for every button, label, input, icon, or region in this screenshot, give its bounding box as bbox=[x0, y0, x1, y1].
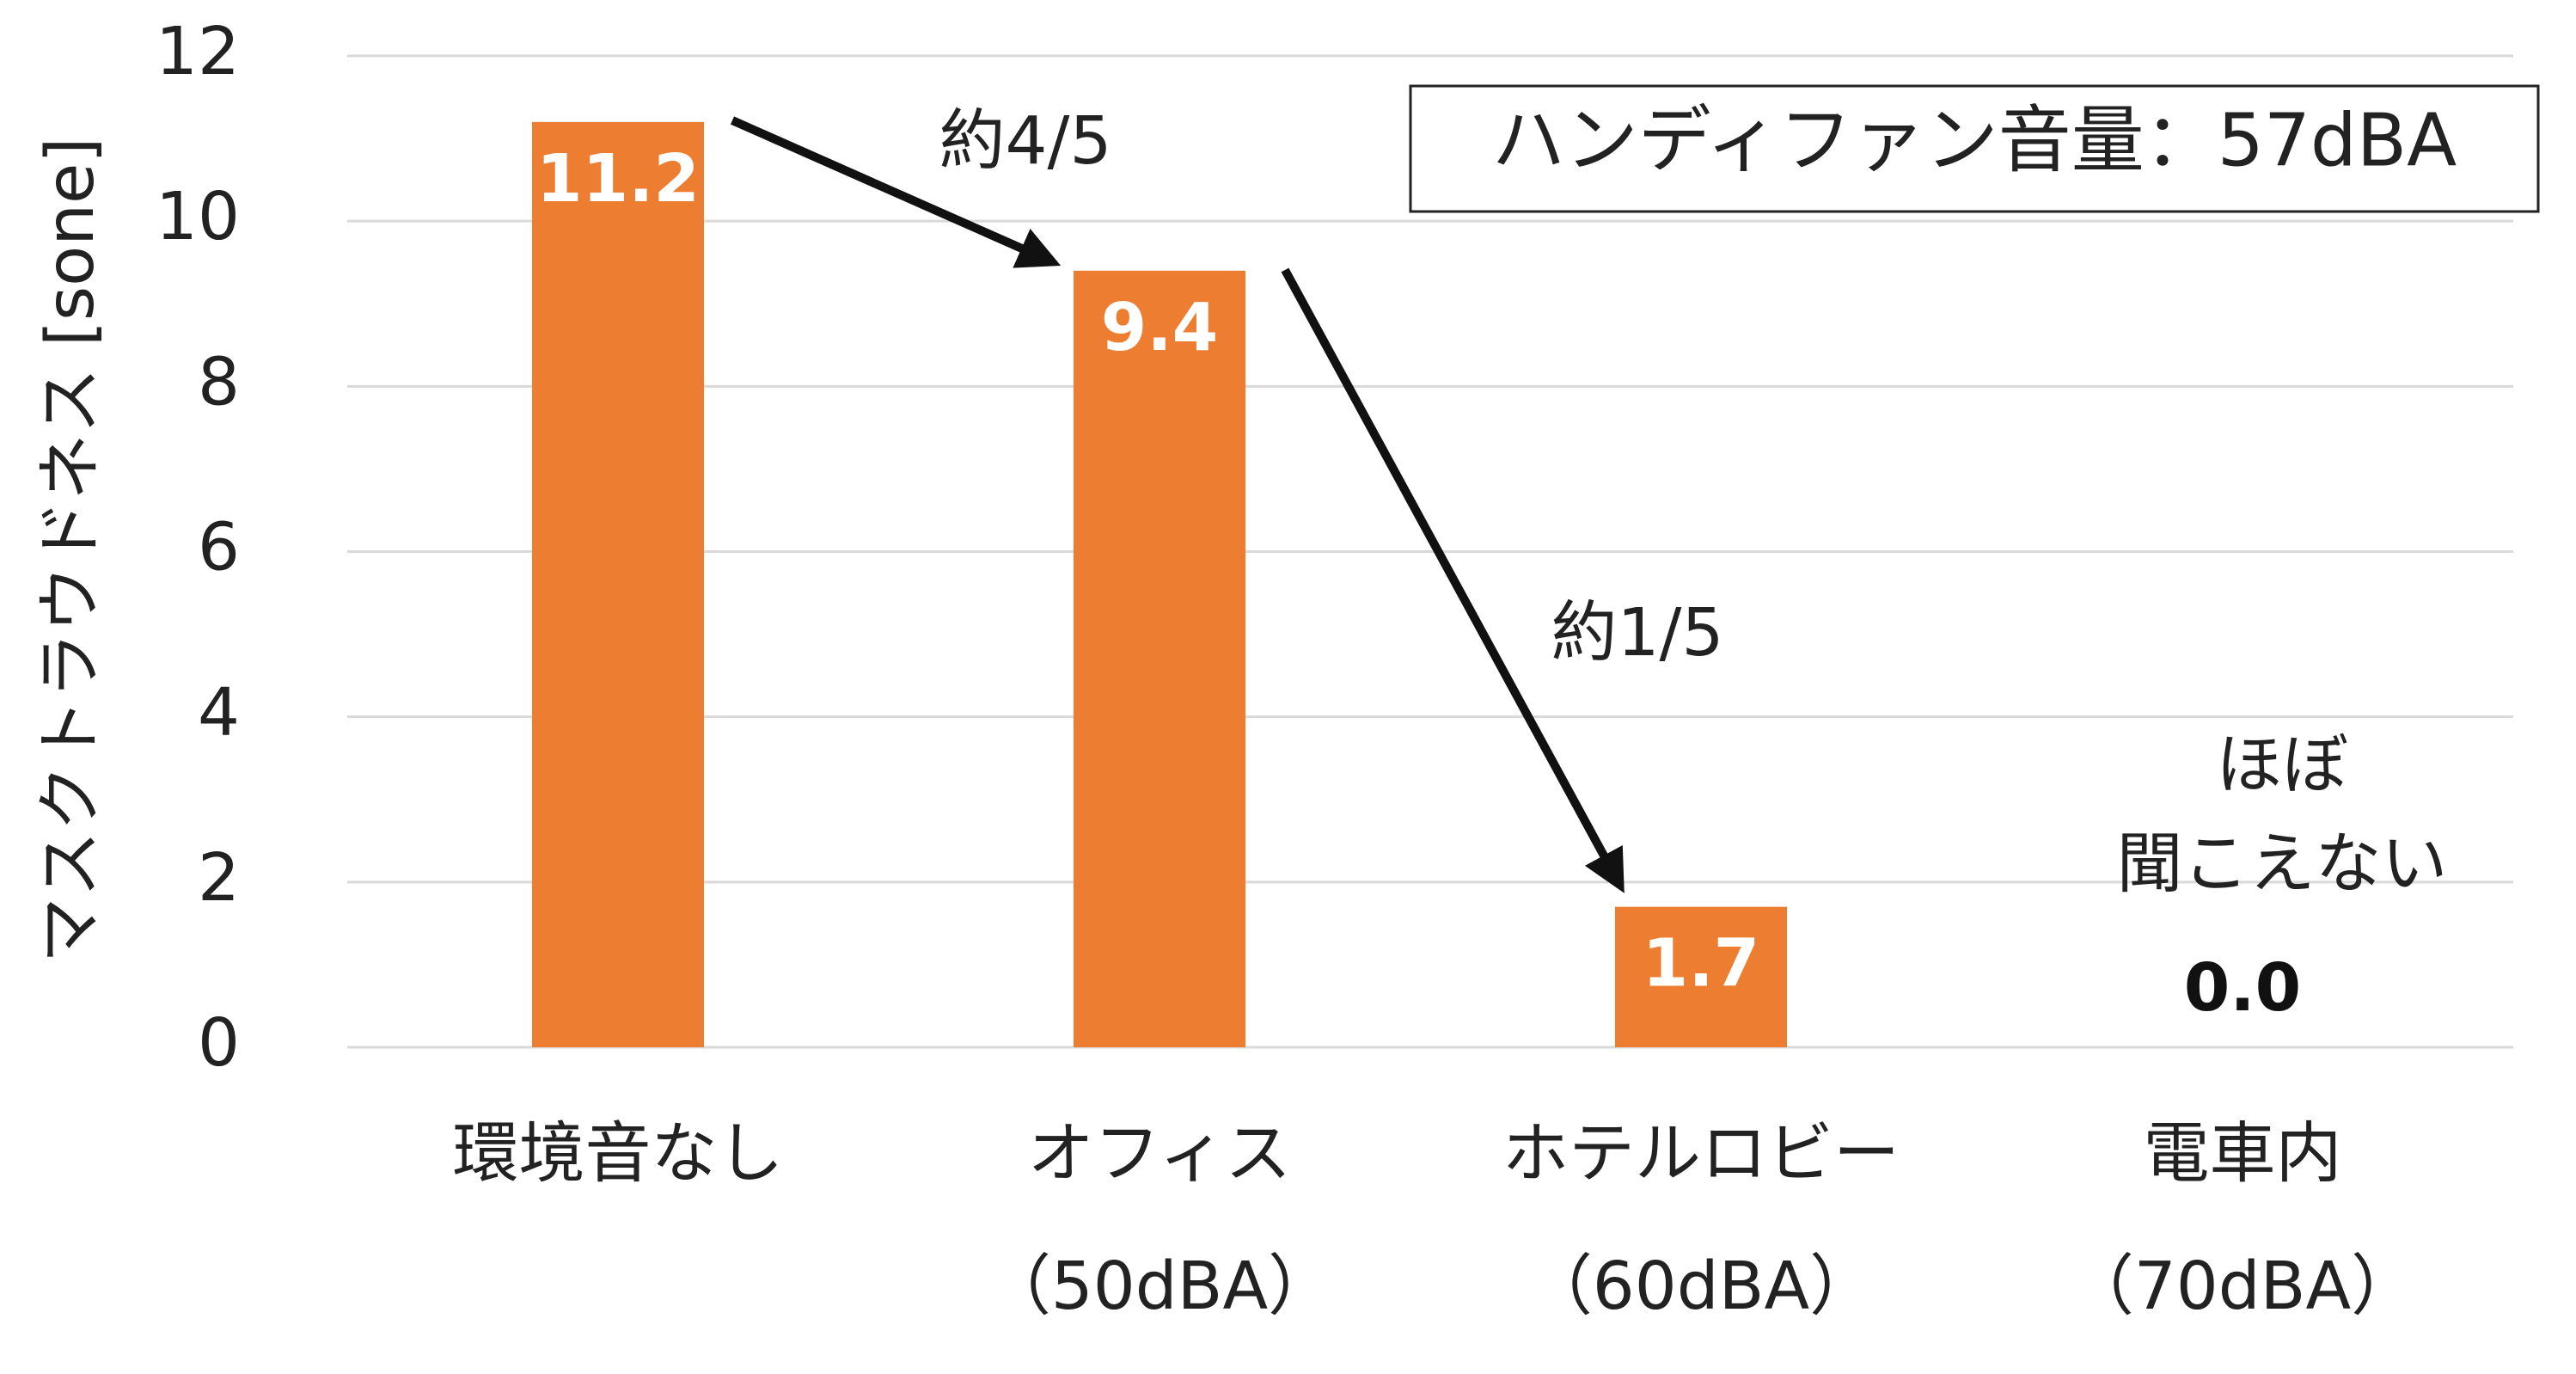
x-tick-note: （50dBA） bbox=[985, 1248, 1334, 1325]
y-tick-label: 12 bbox=[156, 14, 240, 90]
annotation: 約1/5 bbox=[1551, 595, 1724, 672]
x-tick-note: （60dBA） bbox=[1527, 1248, 1875, 1325]
y-axis-label: マスクトラウドネス [sone] bbox=[33, 138, 109, 964]
arrow bbox=[730, 116, 1062, 268]
info-box-text: ハンディファン音量：57dBA bbox=[1492, 98, 2457, 183]
value-label: 9.4 bbox=[1101, 290, 1218, 366]
x-tick-label: ホテルロビー bbox=[1502, 1116, 1900, 1193]
x-tick-note: （70dBA） bbox=[2068, 1248, 2417, 1325]
bar bbox=[532, 121, 704, 1047]
bar bbox=[1074, 270, 1245, 1048]
y-tick-label: 10 bbox=[156, 179, 240, 255]
plot: 0 2 4 6 8 10 12 環境音なし 11.2 オフィス （50dBA） 9.4 ホテルロビー （6… bbox=[156, 14, 2513, 1325]
y-tick-label: 8 bbox=[198, 344, 240, 420]
value-label: 0.0 bbox=[2184, 950, 2301, 1027]
x-tick-label: オフィス bbox=[1028, 1116, 1291, 1193]
arrow bbox=[1281, 267, 1625, 893]
bar bbox=[1615, 906, 1787, 1047]
y-tick-label: 6 bbox=[198, 509, 240, 586]
annotation: ほぼ bbox=[2216, 727, 2348, 804]
annotation: 約4/5 bbox=[939, 103, 1112, 180]
y-tick-label: 4 bbox=[198, 675, 240, 751]
value-label: 1.7 bbox=[1643, 926, 1759, 1003]
y-tick-label: 2 bbox=[198, 840, 240, 917]
y-tick-label: 0 bbox=[198, 1005, 240, 1082]
value-label: 11.2 bbox=[536, 141, 700, 218]
x-tick-label: 電車内 bbox=[2144, 1116, 2342, 1193]
annotation: 聞こえない bbox=[2117, 826, 2448, 903]
info-box bbox=[1409, 84, 2540, 213]
x-tick-label: 環境音なし bbox=[453, 1116, 784, 1193]
